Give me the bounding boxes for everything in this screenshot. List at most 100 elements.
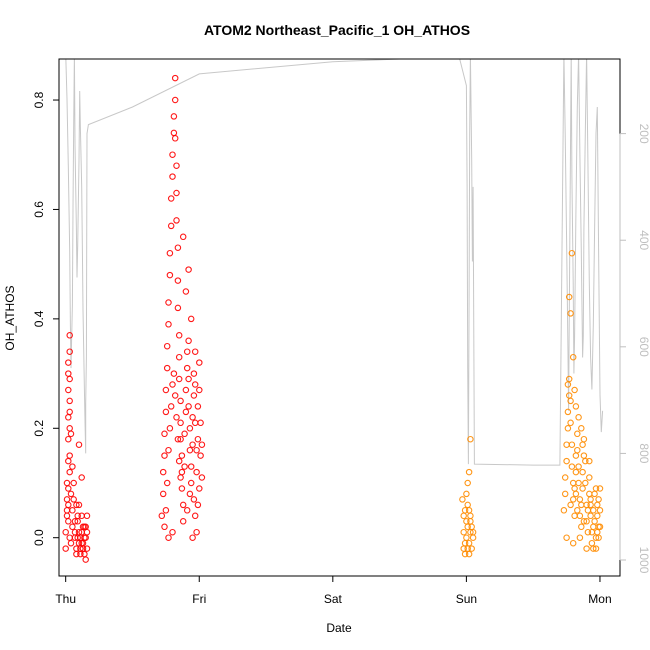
data-point — [460, 512, 467, 520]
data-point — [78, 539, 85, 547]
data-point — [463, 534, 470, 541]
data-point — [565, 293, 573, 301]
data-point — [191, 381, 199, 388]
data-point — [75, 501, 83, 509]
data-point — [179, 501, 187, 509]
data-point — [175, 457, 183, 465]
data-point — [190, 496, 198, 503]
data-point — [590, 545, 597, 552]
data-point — [575, 463, 582, 470]
chart-title: ATOM2 Northeast_Pacific_1 OH_ATHOS — [204, 22, 470, 38]
data-point — [169, 173, 176, 180]
data-point — [560, 507, 568, 514]
data-point — [70, 479, 77, 487]
data-point — [174, 277, 182, 284]
data-point — [78, 474, 85, 481]
data-point — [588, 539, 596, 547]
data-point — [66, 408, 73, 416]
data-point — [165, 321, 172, 328]
y-tick-label: 0.2 — [32, 420, 46, 437]
data-point — [82, 556, 89, 563]
pressure-profile-layer — [65, 59, 604, 466]
data-point — [170, 113, 178, 120]
data-point — [171, 96, 179, 104]
data-point — [571, 386, 578, 394]
data-point — [193, 528, 200, 536]
data-point — [465, 550, 473, 558]
data-point — [586, 490, 593, 498]
data-point — [178, 452, 186, 459]
data-point — [579, 485, 586, 492]
data-point — [63, 479, 71, 487]
y2-tick-label: 600 — [637, 337, 650, 357]
data-point — [182, 386, 190, 394]
data-point — [187, 315, 195, 323]
data-point — [67, 490, 75, 498]
data-point — [66, 468, 73, 476]
data-point — [561, 490, 569, 498]
x-tick-label: Thu — [55, 592, 76, 606]
data-point — [69, 507, 76, 514]
data-point — [165, 446, 172, 454]
data-point — [186, 490, 194, 498]
data-point — [583, 545, 590, 552]
data-point — [67, 430, 75, 438]
data-point — [564, 425, 572, 432]
data-point — [590, 523, 597, 531]
data-point — [177, 419, 184, 427]
data-point — [464, 523, 471, 531]
data-point — [166, 271, 174, 279]
y-tick-label: 0.4 — [32, 310, 46, 327]
data-point — [181, 463, 188, 470]
data-point — [190, 392, 198, 399]
data-point — [71, 518, 79, 525]
data-point — [161, 523, 168, 531]
y-axis-right: 200 400 600 800 1000 — [619, 124, 650, 574]
data-point — [66, 425, 73, 432]
data-point — [81, 550, 88, 558]
data-point — [576, 534, 584, 541]
data-point — [73, 550, 80, 558]
data-point — [178, 468, 186, 476]
data-point — [66, 452, 73, 459]
data-point — [460, 545, 467, 552]
data-point — [175, 353, 183, 361]
data-point — [563, 457, 570, 465]
data-point — [183, 507, 191, 514]
data-point — [594, 512, 601, 520]
data-point — [578, 501, 585, 509]
data-point — [569, 353, 577, 361]
data-point — [161, 430, 168, 438]
data-point — [189, 414, 196, 421]
data-point — [174, 304, 182, 312]
data-point — [567, 501, 574, 509]
data-point — [81, 523, 88, 531]
data-point — [464, 479, 471, 487]
y2-tick-label: 1000 — [637, 547, 650, 574]
data-point — [465, 539, 473, 547]
data-point — [173, 414, 180, 421]
data-point — [186, 446, 194, 454]
data-point — [185, 375, 192, 383]
data-point — [582, 479, 589, 487]
data-point — [469, 534, 477, 541]
data-point — [162, 408, 170, 416]
x-axis: Thu Fri Sat Sun Mon — [55, 575, 612, 606]
data-point — [65, 501, 72, 509]
data-point — [163, 342, 171, 350]
x-tick-label: Sun — [456, 592, 477, 606]
data-point — [173, 189, 180, 197]
data-point — [461, 507, 469, 514]
data-point — [167, 403, 175, 410]
data-point — [187, 463, 195, 470]
data-point — [170, 129, 178, 137]
data-point — [469, 528, 477, 536]
data-point — [563, 441, 570, 448]
y2-tick-label: 800 — [637, 443, 650, 463]
data-point — [588, 528, 596, 536]
data-point — [177, 435, 184, 443]
data-point — [191, 419, 199, 427]
data-point — [564, 381, 572, 388]
data-point — [574, 430, 581, 438]
data-point — [173, 217, 180, 224]
